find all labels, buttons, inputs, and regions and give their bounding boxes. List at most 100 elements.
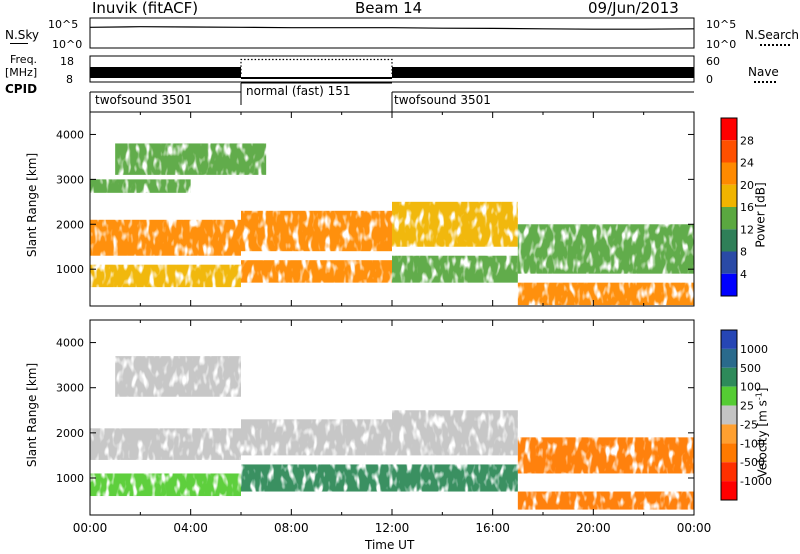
y-tick-label-1: 1000 xyxy=(56,263,84,276)
power-cb-label-3: 12 xyxy=(740,223,754,236)
nave-tick-hi: 60 xyxy=(706,55,720,68)
nsky-line-key xyxy=(10,43,28,44)
nsky-series xyxy=(89,26,695,30)
freq-series xyxy=(90,58,694,79)
power-cb-swatch-6 xyxy=(721,229,737,252)
x-tick-label-5: 16:00 xyxy=(475,521,510,535)
heat-region-4 xyxy=(115,143,267,175)
heat-region-6 xyxy=(392,410,518,456)
y-tick-label-2: 2000 xyxy=(56,427,84,440)
power-cb-label-5: 20 xyxy=(740,179,754,192)
nsearch-tick-hi: 10^5 xyxy=(706,18,737,31)
y-tick-label-4: 4000 xyxy=(56,128,84,141)
freq-label-1: Freq. xyxy=(10,53,38,66)
velocity-cb-label-4: 25 xyxy=(740,400,754,413)
power-cb-label-7: 28 xyxy=(740,134,754,147)
heat-region-7 xyxy=(392,201,518,247)
heat-region-4 xyxy=(241,419,392,456)
velocity-cb-label-7: -500 xyxy=(740,456,765,469)
y-tick-label-1: 1000 xyxy=(56,472,84,485)
freq-tick-lo: 8 xyxy=(66,73,73,86)
velocity-colorbar: 1000 500 100 25 -25 -100 -500 -1000 xyxy=(720,329,772,501)
velocity-cb-frame xyxy=(720,329,738,501)
heat-region-9 xyxy=(517,491,694,510)
cpid-segment-3: twofsound 3501 xyxy=(394,93,491,107)
velocity-cb-label-3: 100 xyxy=(740,381,761,394)
time-axis-title: Time UT xyxy=(365,538,415,552)
nave-label: Nave xyxy=(748,65,779,79)
heat-region-5 xyxy=(241,210,392,252)
nsearch-label: N.Search xyxy=(745,28,800,42)
heat-region-3 xyxy=(90,179,191,193)
power-cb-swatch-3 xyxy=(721,162,737,185)
power-colorbar: 4 8 12 16 20 24 28 xyxy=(720,117,754,297)
power-cb-label-2: 8 xyxy=(740,246,747,259)
heat-region-5 xyxy=(241,464,392,492)
velocity-cb-swatch-6 xyxy=(721,424,737,444)
x-tick-label-2: 04:00 xyxy=(173,521,208,535)
velocity-unit-sup: -1 xyxy=(754,392,764,401)
x-tick-label-6: 20:00 xyxy=(576,521,611,535)
power-colorbar-title: Power [dB] xyxy=(753,182,768,248)
velocity-cb-swatch-7 xyxy=(721,443,737,463)
power-cb-frame xyxy=(720,117,738,297)
heat-region-1 xyxy=(90,428,241,460)
power-cb-swatch-2 xyxy=(721,140,737,163)
cpid-segment-2: normal (fast) 151 xyxy=(246,84,351,98)
nsky-tick-lo: 10^0 xyxy=(52,38,83,51)
power-cb-label-4: 16 xyxy=(740,201,754,214)
velocity-ylabel: Slant Range [km] xyxy=(25,362,40,468)
nave-tick-lo: 0 xyxy=(706,73,713,86)
cpid-label: CPID xyxy=(5,82,38,96)
y-tick-label-3: 3000 xyxy=(56,382,84,395)
velocity-cb-swatch-9 xyxy=(721,481,737,500)
velocity-cb-swatch-5 xyxy=(721,405,737,425)
heat-region-6 xyxy=(241,260,392,283)
nsky-frame xyxy=(89,17,695,49)
velocity-cb-label-1: 1000 xyxy=(740,343,768,356)
velocity-axes: 1000 2000 3000 4000 xyxy=(56,320,695,515)
beam-title: Beam 14 xyxy=(355,0,423,17)
x-tick-label-3: 08:00 xyxy=(274,521,309,535)
nave-line-key xyxy=(754,81,776,83)
freq-label-2: [MHz] xyxy=(5,66,38,79)
freq-tick-hi: 18 xyxy=(60,55,74,68)
power-cb-label-6: 24 xyxy=(740,157,754,170)
power-cb-swatch-5 xyxy=(721,207,737,230)
power-cb-swatch-4 xyxy=(721,184,737,207)
velocity-cb-label-2: 500 xyxy=(740,362,761,375)
cpid-segment-1: twofsound 3501 xyxy=(95,93,192,107)
time-axis: 00:00 04:00 08:00 12:00 16:00 20:00 00:00 xyxy=(73,521,712,535)
velocity-cb-label-6: -100 xyxy=(740,437,765,450)
power-cb-label-1: 4 xyxy=(740,268,747,281)
heat-region-2 xyxy=(90,264,241,288)
velocity-cb-label-8: -1000 xyxy=(740,475,772,488)
freq-band-2 xyxy=(392,67,694,78)
power-cb-swatch-7 xyxy=(721,251,737,274)
velocity-cb-label-5: -25 xyxy=(740,418,758,431)
power-ylabel: Slant Range [km] xyxy=(25,152,40,258)
nsearch-tick-lo: 10^0 xyxy=(706,38,737,51)
heat-region-1 xyxy=(90,219,241,256)
heat-region-9 xyxy=(517,224,694,274)
date-title: 09/Jun/2013 xyxy=(588,0,679,17)
power-cb-swatch-8 xyxy=(721,273,737,296)
freq-band-1 xyxy=(90,67,241,78)
x-tick-label-1: 00:00 xyxy=(73,521,108,535)
nsky-tick-hi: 10^5 xyxy=(48,18,79,31)
velocity-cb-swatch-1 xyxy=(721,330,737,349)
velocity-unit-end: ] xyxy=(755,387,770,393)
x-tick-label-7: 00:00 xyxy=(677,521,712,535)
power-cb-swatch-1 xyxy=(721,118,737,141)
y-tick-label-2: 2000 xyxy=(56,218,84,231)
heat-region-2 xyxy=(90,473,241,497)
station-title: Inuvik (fitACF) xyxy=(92,0,199,17)
nsky-label: N.Sky xyxy=(5,28,40,42)
power-heatmap xyxy=(90,143,694,306)
heat-region-7 xyxy=(392,464,518,492)
nsearch-line-key xyxy=(760,44,790,46)
velocity-cb-swatch-8 xyxy=(721,462,737,482)
velocity-cb-swatch-2 xyxy=(721,348,737,368)
heat-region-3 xyxy=(115,356,241,397)
velocity-colorbar-title: Velocity [m s-1] xyxy=(755,388,770,478)
